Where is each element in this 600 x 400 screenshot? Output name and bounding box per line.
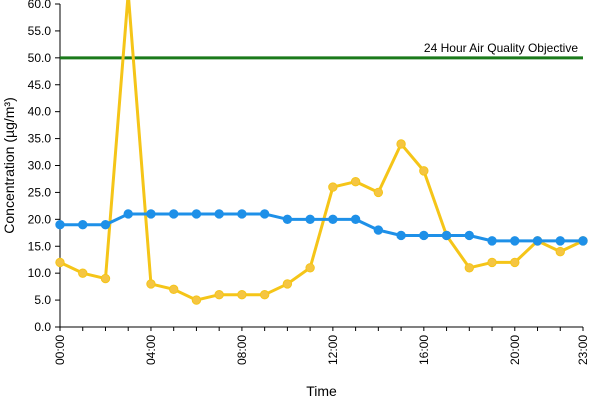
y-axis-title: Concentration (µg/m³) [1,97,17,233]
data-point [350,176,361,187]
data-point [168,284,179,295]
x-tick-label: 12:00 [326,335,340,365]
data-point [282,279,293,289]
data-point [555,236,565,246]
data-point [123,209,133,219]
x-axis-title: Time [306,383,337,399]
data-point [78,220,88,230]
y-tick-label: 40.0 [28,105,52,119]
y-tick-label: 60.0 [28,0,52,11]
data-point [55,220,65,230]
data-point [214,290,224,300]
data-point [191,295,202,305]
data-point [305,263,315,273]
y-tick-label: 50.0 [28,51,52,65]
series-2 [55,209,588,246]
data-point [350,214,361,225]
x-tick-label: 20:00 [508,335,522,365]
data-point [396,139,406,149]
data-point [305,214,315,225]
data-point [578,236,588,246]
y-tick-label: 15.0 [28,239,52,253]
x-tick-label: 23:00 [576,335,590,365]
x-tick-label: 16:00 [417,335,431,365]
y-tick-label: 20.0 [28,212,52,226]
data-point [487,236,497,246]
y-tick-label: 0.0 [34,320,51,334]
data-point [464,230,475,241]
data-point [419,166,429,176]
y-tick-label: 30.0 [28,159,52,173]
data-point [328,214,338,225]
data-point [487,257,497,268]
y-tick-label: 5.0 [34,293,51,307]
data-point [510,236,520,246]
air-quality-objective-label: 24 Hour Air Quality Objective [424,41,578,55]
x-tick-label: 00:00 [53,335,67,365]
data-point [259,290,270,300]
data-point [510,257,520,268]
data-point [555,246,565,257]
x-tick-label: 04:00 [144,335,158,365]
data-point [464,263,475,273]
data-point [191,209,202,219]
data-point [237,209,247,219]
data-point [373,187,384,198]
data-point [419,230,429,241]
data-point [100,273,111,284]
data-point [282,214,293,225]
y-tick-label: 35.0 [28,132,52,146]
data-point [328,182,338,192]
y-tick-label: 10.0 [28,266,52,280]
data-point [146,279,156,289]
data-point [168,209,179,219]
data-point [214,209,224,219]
data-point [100,220,111,230]
data-point [78,268,88,278]
data-point [259,209,270,219]
y-tick-label: 45.0 [28,78,52,92]
x-tick-label: 08:00 [235,335,249,365]
y-tick-label: 55.0 [28,24,52,38]
data-point [396,230,406,241]
series-group [55,0,588,305]
data-point [441,230,452,241]
data-point [373,225,384,235]
data-point [237,290,247,300]
data-point [146,209,156,219]
data-point [532,236,543,246]
data-point [55,257,65,268]
y-tick-label: 25.0 [28,185,52,199]
y-axis-ticks: 0.0 5.0 10.0 15.0 20.0 25.0 30.0 35.0 40.0 45.0 50… [28,0,60,334]
x-axis-ticks: 00:00 04:00 08:00 12:00 16:00 20:00 23:00 [53,327,590,365]
reference-line-group: 24 Hour Air Quality Objective [60,41,583,60]
